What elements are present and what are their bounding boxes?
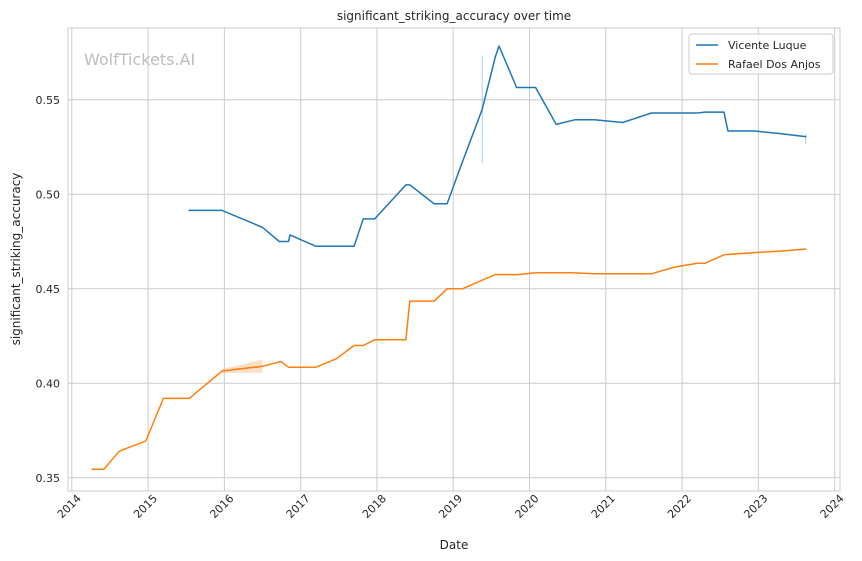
series-line-rafael-dos-anjos [91,248,807,471]
legend-frame [688,33,834,75]
legend: Vicente Luque Rafael Dos Anjos [688,33,834,75]
y-tick-label-0.55: 0.55 [36,94,61,107]
y-tick-label-0.45: 0.45 [36,283,61,296]
legend-label-vicente-luque: Vicente Luque [728,39,807,52]
watermark: WolfTickets.AI [84,50,195,69]
y-tick-label-0.35: 0.35 [36,472,61,485]
y-tick-labels: 0.35 0.40 0.45 0.50 0.55 [36,94,61,485]
y-tick-label-0.40: 0.40 [36,377,61,390]
series-lines [91,45,807,471]
y-tick-label-0.50: 0.50 [36,188,61,201]
chart-title: significant_striking_accuracy over time [337,9,571,23]
series-line-vicente-luque [188,45,807,248]
x-axis-label: Date [440,538,469,552]
y-axis-label: significant_striking_accuracy [9,173,23,346]
legend-label-rafael-dos-anjos: Rafael Dos Anjos [728,58,821,71]
plot-area-frame [67,27,841,492]
